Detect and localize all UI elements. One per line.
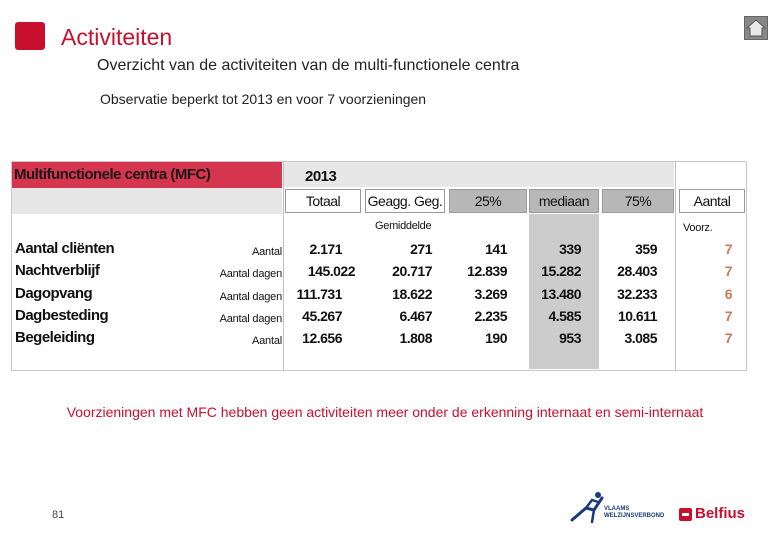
col-header-p75: 75% — [602, 189, 674, 213]
observation-note: Observatie beperkt tot 2013 en voor 7 vo… — [100, 91, 427, 107]
belfius-logo-icon — [679, 508, 692, 521]
cell-p75: 10.611 — [617, 308, 658, 324]
cell-totaal: 12.656 — [302, 330, 342, 346]
median-column-fill — [529, 214, 599, 369]
row-label-dagopvang: Dagopvang — [15, 285, 93, 302]
cell-mediaan: 13.480 — [541, 286, 581, 302]
belfius-logo-text: Belfius — [695, 505, 746, 522]
page-subtitle: Overzicht van de activiteiten van de mul… — [97, 57, 520, 74]
table-heading: Multifunctionele centra (MFC) — [14, 166, 211, 183]
cell-p25: 2.235 — [474, 308, 507, 324]
cell-mediaan: 4.585 — [548, 308, 581, 324]
vwv-logo-icon — [568, 490, 668, 526]
column-divider — [675, 162, 676, 370]
table-frame — [11, 161, 747, 371]
cell-voorz: 7 — [724, 263, 733, 279]
cell-p25: 141 — [485, 241, 507, 257]
cell-voorz: 7 — [724, 308, 733, 324]
cell-gemiddelde: 1.808 — [399, 330, 432, 346]
cell-gemiddelde: 6.467 — [399, 308, 432, 324]
cell-totaal: 2.171 — [309, 241, 342, 257]
cell-voorz: 7 — [724, 241, 733, 257]
cell-totaal: 45.267 — [302, 308, 342, 324]
row-label-begeleiding: Begeleiding — [15, 329, 95, 346]
cell-gemiddelde: 18.622 — [392, 286, 432, 302]
cell-p75: 28.403 — [617, 263, 657, 279]
col-header-mediaan: mediaan — [529, 189, 599, 213]
row-unit: Aantal dagen — [219, 268, 283, 280]
title-marker — [15, 22, 45, 50]
cell-gemiddelde: 271 — [410, 241, 432, 257]
col-subheader-gemiddelde: Gemiddelde — [375, 220, 432, 232]
row-label-dagbesteding: Dagbesteding — [15, 307, 109, 324]
row-unit: Aantal dagen — [219, 291, 283, 303]
cell-mediaan: 953 — [559, 330, 581, 346]
home-icon[interactable] — [744, 16, 768, 40]
cell-p25: 12.839 — [467, 263, 507, 279]
col-header-geagg: Geagg. Geg. — [365, 189, 445, 213]
cell-totaal: 111.731 — [296, 286, 342, 302]
col-header-aantal: Aantal — [679, 189, 745, 213]
row-label-clienten: Aantal cliënten — [15, 240, 115, 257]
col-subheader-voorz: Voorz. — [683, 222, 713, 234]
cell-totaal: 145.022 — [307, 263, 356, 279]
page-number: 81 — [52, 509, 65, 521]
table-heading-bar — [12, 162, 282, 188]
row-unit: Aantal — [252, 335, 282, 347]
column-divider — [283, 162, 284, 370]
year-header-fill — [284, 162, 674, 187]
cell-p75: 32.233 — [617, 286, 657, 302]
page-title: Activiteiten — [61, 24, 173, 50]
cell-voorz: 6 — [724, 286, 733, 302]
cell-voorz: 7 — [724, 330, 733, 346]
cell-p75: 359 — [635, 241, 657, 257]
footer-note: Voorzieningen met MFC hebben geen activi… — [66, 404, 704, 420]
row-label-nachtverblijf: Nachtverblijf — [15, 262, 100, 279]
cell-mediaan: 339 — [559, 241, 581, 257]
table-left-header-fill — [12, 188, 282, 214]
cell-mediaan: 15.282 — [541, 263, 581, 279]
col-header-totaal: Totaal — [285, 189, 361, 213]
cell-p25: 3.269 — [474, 286, 507, 302]
col-header-p25: 25% — [449, 189, 527, 213]
row-unit: Aantal dagen — [219, 313, 283, 325]
year-label: 2013 — [305, 168, 337, 185]
vwv-logo-text: VLAAMS WELZIJNSVERBOND — [604, 506, 665, 519]
row-unit: Aantal — [252, 246, 282, 258]
cell-p75: 3.085 — [624, 330, 657, 346]
cell-gemiddelde: 20.717 — [392, 263, 432, 279]
cell-p25: 190 — [485, 330, 507, 346]
